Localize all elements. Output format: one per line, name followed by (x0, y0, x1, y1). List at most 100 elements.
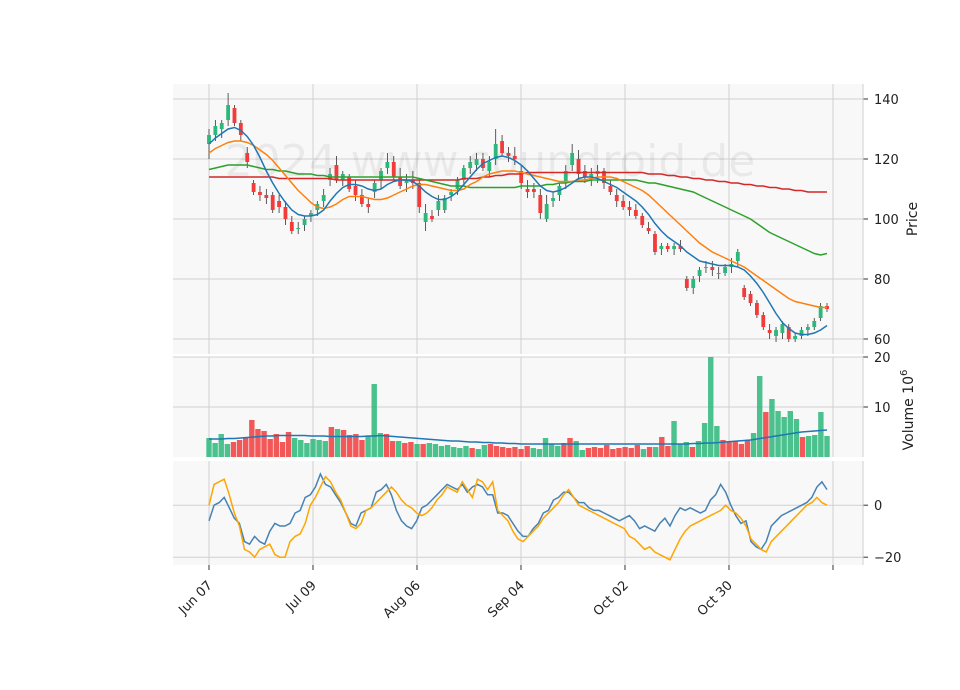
volume-bar (818, 412, 824, 457)
volume-bar (457, 448, 463, 457)
volume-bar (567, 438, 573, 457)
volume-bar (285, 432, 292, 457)
candle-body (296, 228, 301, 229)
candle-body (697, 270, 702, 276)
indicator-line-2 (208, 475, 828, 561)
volume-bar (316, 440, 322, 457)
price-tick-label: 60 (874, 333, 891, 348)
volume-bar (279, 442, 286, 457)
volume-bar (708, 357, 714, 457)
candle-body (283, 207, 288, 219)
volume-bar (628, 448, 634, 457)
volume-bar (432, 444, 439, 457)
x-tick-label: Oct 02 (591, 578, 632, 619)
volume-bar (652, 447, 659, 457)
candle-body (723, 267, 727, 273)
watermark: 2024 www.soundroid.de (225, 136, 756, 187)
candle-body (678, 246, 683, 249)
volume-bar (377, 433, 384, 457)
candle-body (786, 327, 791, 339)
candle-body (442, 198, 447, 210)
candle-body (404, 180, 409, 183)
volume-bar (365, 436, 371, 457)
ma-mid-line (208, 140, 827, 309)
candle-body (665, 246, 670, 249)
candle-body (551, 198, 555, 201)
candle-body (430, 216, 434, 219)
volume-bar (518, 449, 524, 457)
candle-body (538, 195, 543, 213)
volume-bar (506, 448, 512, 457)
candle-body (353, 186, 358, 195)
volume-bar (744, 440, 751, 457)
candle-body (767, 330, 772, 333)
candle-body (519, 171, 524, 183)
candle-body (436, 201, 441, 210)
volume-bar (579, 450, 585, 457)
volume-bar (304, 443, 310, 457)
candle-body (302, 219, 307, 225)
candle-body (277, 201, 281, 207)
volume-bar (475, 449, 481, 457)
volume-bar (585, 448, 592, 457)
volume-bar (359, 440, 365, 457)
candle-body (385, 162, 390, 168)
volume-bar (683, 442, 689, 457)
volume-bar (775, 411, 781, 457)
volume-bar (695, 441, 702, 457)
price-tick-label: 80 (874, 273, 891, 288)
candle-body (461, 168, 466, 180)
candle-body (270, 195, 275, 210)
volume-bar (212, 443, 218, 457)
price-tick-label: 100 (874, 213, 899, 228)
candle-body (258, 192, 262, 195)
candle-body (672, 246, 677, 249)
volume-bar (395, 441, 402, 457)
candle-body (219, 123, 224, 129)
volume-bar (793, 419, 800, 457)
volume-bar (561, 443, 567, 457)
candle-body (366, 204, 371, 207)
volume-bar (267, 439, 273, 457)
price-series-layer (207, 93, 829, 342)
candle-body (506, 153, 511, 156)
volume-bar (616, 448, 622, 457)
candle-body (818, 306, 823, 318)
volume-axis-exponent: 6 (899, 370, 910, 376)
volume-bar (591, 447, 598, 457)
volume-bar (371, 384, 377, 457)
volume-bar (273, 434, 280, 457)
candle-body (309, 213, 313, 216)
volume-bar (542, 438, 549, 457)
candle-body (812, 321, 817, 327)
volume-bar (291, 438, 298, 457)
candle-body (359, 195, 364, 204)
volume-bar (353, 434, 359, 457)
candle-body (563, 171, 568, 183)
volume-axis-label: Volume 106 (899, 370, 917, 451)
volume-bar (334, 429, 341, 457)
ma-long-line (208, 164, 828, 256)
volume-bar (689, 447, 696, 457)
candle-body (716, 273, 721, 274)
candle-body (627, 207, 632, 210)
candle-body (799, 330, 804, 336)
volume-bar (261, 431, 267, 457)
volume-bar (763, 412, 769, 457)
volume-bar (420, 444, 426, 457)
candle-body (793, 336, 798, 339)
candle-body (710, 267, 715, 270)
volume-bar (218, 434, 224, 457)
candle-body (500, 141, 504, 153)
x-tick-label: Oct 30 (695, 578, 736, 619)
candle-body (455, 180, 460, 189)
candle-body (755, 303, 759, 315)
volume-bar (548, 444, 555, 457)
indicator-line-1 (208, 472, 828, 551)
candle-body (621, 201, 626, 207)
candle-body (525, 189, 530, 192)
candle-body (423, 213, 428, 222)
volume-bar (634, 445, 641, 457)
candle-body (417, 183, 422, 207)
candle-body (684, 279, 689, 288)
